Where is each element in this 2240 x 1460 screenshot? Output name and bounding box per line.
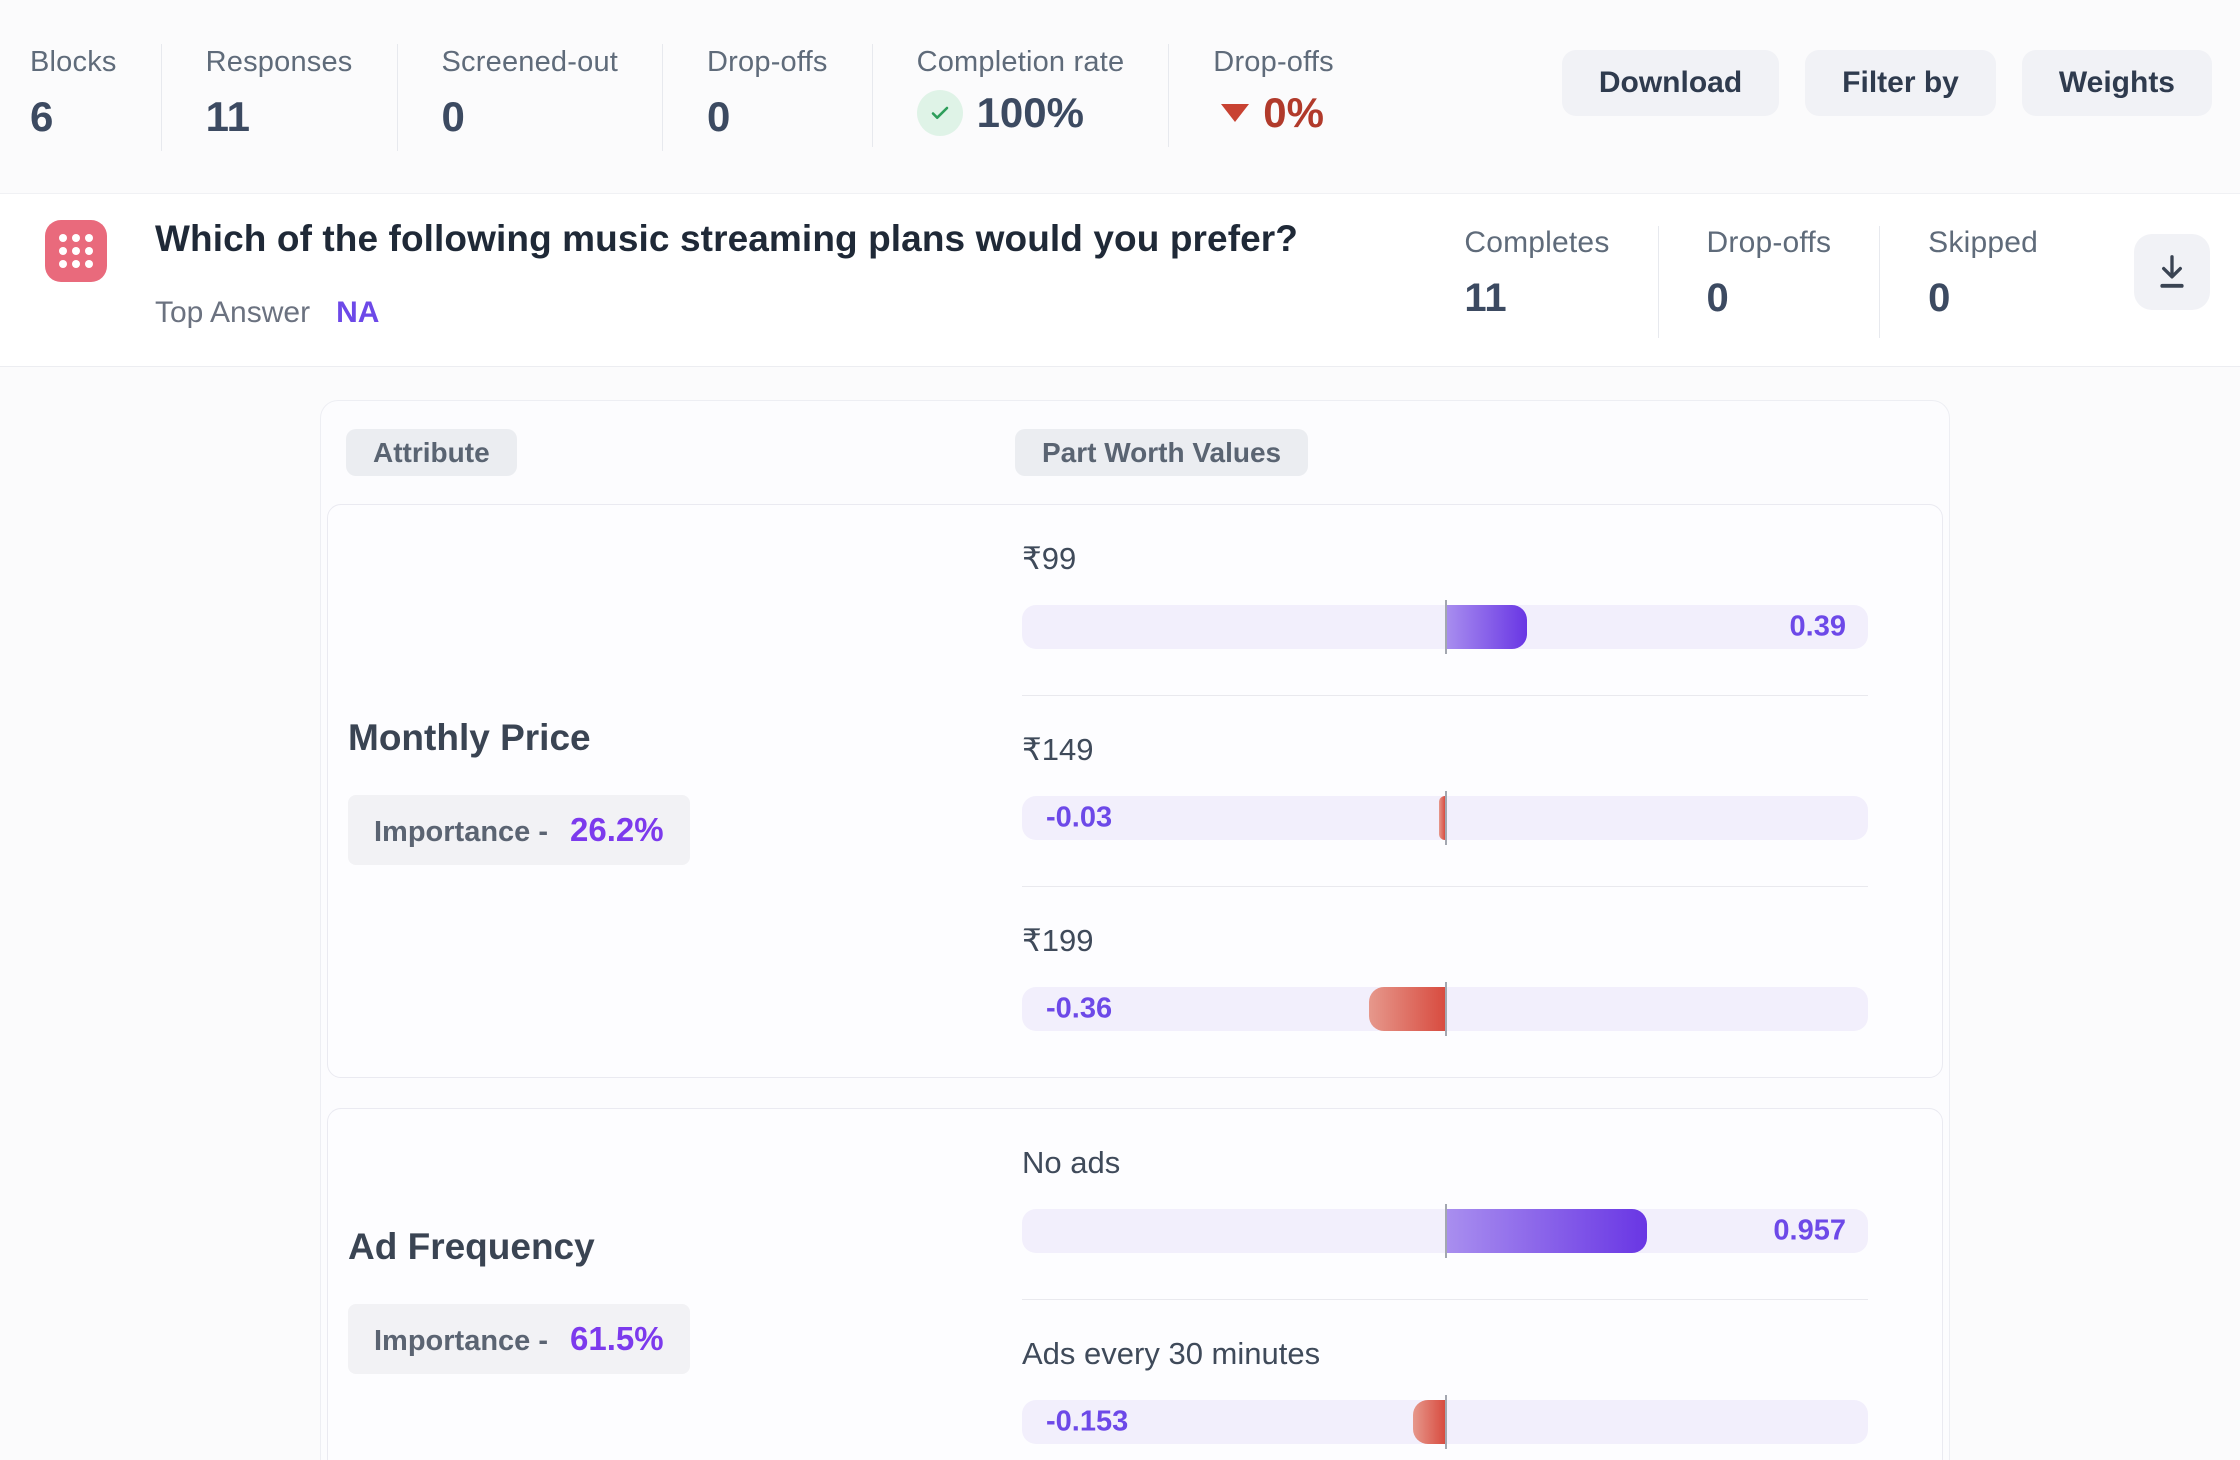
- bar-value: -0.03: [1046, 801, 1113, 834]
- level-row: ₹149 -0.03: [1022, 696, 1868, 887]
- header-actions: Download Filter by Weights: [1561, 44, 2212, 116]
- download-question-button[interactable]: [2134, 234, 2210, 310]
- level-label: ₹199: [1022, 923, 1094, 958]
- bar-value: 0.39: [1789, 610, 1846, 643]
- level-row: ₹99 0.39: [1022, 505, 1868, 696]
- stat-screened-out: Screened-out 0: [396, 44, 663, 151]
- level-label: No ads: [1022, 1145, 1121, 1180]
- bar-zero-line: [1445, 1395, 1447, 1449]
- stat-value: 0: [1706, 276, 1729, 320]
- stat-value: 100%: [976, 89, 1084, 136]
- bar-zero-line: [1445, 791, 1447, 845]
- stat-label: Drop-offs: [1213, 46, 1334, 78]
- importance-label: Importance -: [374, 816, 549, 848]
- importance-value: 26.2%: [570, 811, 664, 848]
- bar-value: 0.957: [1773, 1214, 1846, 1247]
- part-worth-bar: -0.36: [1022, 982, 1868, 1036]
- bar-fill: [1368, 987, 1445, 1031]
- level-row: No ads 0.957: [1022, 1109, 1868, 1300]
- level-label: Ads every 30 minutes: [1022, 1336, 1321, 1371]
- triangle-down-icon: [1221, 104, 1250, 122]
- level-row: ₹199 -0.36: [1022, 887, 1868, 1077]
- bar-zero-line: [1445, 982, 1447, 1036]
- stat-label: Completion rate: [916, 46, 1125, 78]
- filter-by-button[interactable]: Filter by: [1805, 50, 1996, 116]
- attribute-name: Monthly Price: [348, 717, 591, 758]
- stat-dropoff-rate: Drop-offs 0%: [1168, 44, 1378, 147]
- attribute-card: Ad Frequency Importance - 61.5% No ads 0.957…: [327, 1108, 1943, 1460]
- top-stats-bar: Blocks 6 Responses 11 Screened-out 0 Dro…: [0, 0, 2240, 151]
- bar-zero-line: [1445, 1204, 1447, 1258]
- top-answer-label: Top Answer: [155, 296, 311, 329]
- stat-label: Responses: [205, 46, 353, 78]
- part-worth-bar: -0.03: [1022, 791, 1868, 845]
- stat-blocks: Blocks 6: [30, 44, 161, 151]
- stat-label: Screened-out: [441, 46, 619, 78]
- importance-chip: Importance - 26.2%: [348, 795, 690, 865]
- part-worth-bar: -0.153: [1022, 1395, 1868, 1449]
- column-header-attribute: Attribute: [346, 429, 517, 476]
- column-header-part-worth-values: Part Worth Values: [1015, 429, 1309, 476]
- level-label: ₹149: [1022, 732, 1094, 767]
- stat-value: 0: [707, 93, 731, 140]
- stat-label: Skipped: [1928, 226, 2038, 259]
- bar-value: -0.153: [1046, 1405, 1129, 1438]
- weights-button[interactable]: Weights: [2021, 50, 2212, 116]
- bar-fill: [1438, 796, 1445, 840]
- top-answer-value: NA: [336, 296, 380, 329]
- stat-drop-offs: Drop-offs 0: [662, 44, 872, 151]
- stat-value: 0: [1928, 276, 1951, 320]
- attribute-cards-container: Monthly Price Importance - 26.2% ₹99 0.39 ₹14…: [321, 504, 1949, 1460]
- check-circle-icon: [916, 90, 963, 136]
- question-title: Which of the following music streaming p…: [155, 218, 1298, 259]
- bar-fill: [1445, 605, 1528, 649]
- attribute-card: Monthly Price Importance - 26.2% ₹99 0.39 ₹14…: [327, 504, 1943, 1078]
- importance-chip: Importance - 61.5%: [348, 1304, 690, 1374]
- bar-fill: [1445, 1209, 1648, 1253]
- stat-value: 0%: [1263, 89, 1324, 136]
- stat-value: 6: [30, 93, 54, 140]
- grid-dots-icon: [45, 220, 107, 282]
- stat-completion-rate: Completion rate 100%: [871, 44, 1169, 147]
- level-row: Ads every 30 minutes -0.153: [1022, 1300, 1868, 1460]
- importance-label: Importance -: [374, 1325, 549, 1357]
- stat-value: 11: [1464, 276, 1507, 320]
- stat-skipped: Skipped 0: [1879, 226, 2086, 338]
- stat-completes: Completes 11: [1416, 226, 1657, 338]
- stat-label: Completes: [1464, 226, 1610, 259]
- question-stats: Completes 11 Drop-offs 0 Skipped 0: [1416, 218, 2212, 338]
- question-card: Which of the following music streaming p…: [0, 193, 2240, 367]
- part-worth-bar: 0.39: [1022, 600, 1868, 654]
- download-button[interactable]: Download: [1561, 50, 1780, 116]
- stat-label: Blocks: [30, 46, 117, 78]
- stat-drop-offs: Drop-offs 0: [1657, 226, 1880, 338]
- stat-value: 0: [441, 93, 465, 140]
- stat-responses: Responses 11: [160, 44, 397, 151]
- level-label: ₹99: [1022, 541, 1077, 576]
- importance-value: 61.5%: [570, 1320, 664, 1357]
- part-worth-bar: 0.957: [1022, 1204, 1868, 1258]
- stat-label: Drop-offs: [707, 46, 828, 78]
- stat-value: 11: [205, 93, 251, 140]
- attribute-name: Ad Frequency: [348, 1226, 595, 1267]
- stat-label: Drop-offs: [1706, 226, 1832, 259]
- bar-zero-line: [1445, 600, 1447, 654]
- part-worth-chart-panel: Attribute Part Worth Values Monthly Pric…: [320, 400, 1950, 1460]
- bar-value: -0.36: [1046, 992, 1113, 1025]
- download-icon: [2160, 255, 2184, 288]
- bar-fill: [1412, 1400, 1445, 1444]
